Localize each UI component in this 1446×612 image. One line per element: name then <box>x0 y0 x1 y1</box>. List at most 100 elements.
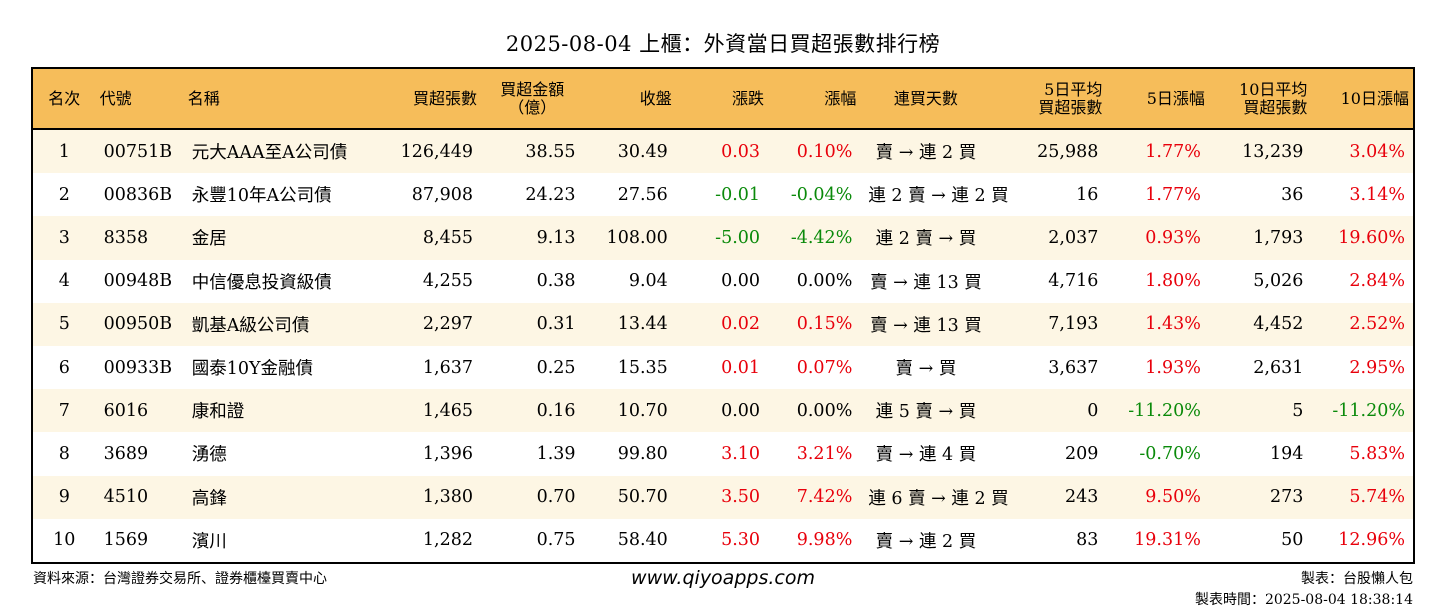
cell-buy-amount: 0.31 <box>481 302 584 346</box>
cell-streak: 連 2 賣 → 連 2 買 <box>860 173 1009 217</box>
cell-pct10: 3.04% <box>1311 129 1414 174</box>
cell-close: 108.00 <box>583 216 676 260</box>
cell-buy-amount: 9.13 <box>481 216 584 260</box>
cell-pct5: 1.93% <box>1106 345 1209 390</box>
cell-code: 00836B <box>95 173 184 217</box>
cell-change: 0.01 <box>675 345 769 390</box>
header-avg10: 10日平均 買超張數 <box>1208 68 1312 130</box>
header-avg5-line2: 買超張數 <box>1038 97 1103 117</box>
cell-close: 15.35 <box>583 345 676 390</box>
cell-rank: 6 <box>32 345 96 390</box>
page-title: 2025-08-04 上櫃：外資當日買超張數排行榜 <box>505 32 941 56</box>
cell-avg10: 4,452 <box>1208 302 1312 346</box>
cell-rank: 1 <box>32 129 96 174</box>
cell-avg5: 4,716 <box>991 259 1107 303</box>
cell-code: 4510 <box>95 475 184 519</box>
cell-streak: 賣 → 連 4 買 <box>860 432 992 476</box>
cell-buy-lots: 1,637 <box>388 345 482 390</box>
cell-buy-amount: 0.75 <box>481 518 584 563</box>
cell-buy-lots: 126,449 <box>388 129 482 174</box>
cell-change-pct: 0.07% <box>768 345 861 390</box>
header-pct5: 5日漲幅 <box>1106 68 1209 130</box>
cell-streak: 賣 → 連 13 買 <box>860 259 992 303</box>
cell-pct10: 5.83% <box>1311 432 1414 476</box>
cell-rank: 4 <box>32 259 96 303</box>
cell-buy-lots: 87,908 <box>388 173 482 217</box>
cell-name: 凱基A級公司債 <box>183 302 389 346</box>
cell-rank: 8 <box>32 432 96 476</box>
cell-pct10: 19.60% <box>1311 216 1414 260</box>
cell-avg10: 5,026 <box>1208 259 1312 303</box>
cell-code: 8358 <box>95 216 184 260</box>
cell-buy-lots: 2,297 <box>388 302 482 346</box>
header-avg10-line2: 買超張數 <box>1243 97 1308 117</box>
header-buy-amount: 買超金額 （億） <box>481 68 584 130</box>
cell-streak: 賣 → 連 13 買 <box>860 302 992 346</box>
cell-change: 0.00 <box>675 259 769 303</box>
table-row: 1 00751B 元大AAA至A公司債 126,449 38.55 30.49 0.03 0.… <box>32 129 1414 174</box>
cell-change: 0.03 <box>675 129 769 174</box>
cell-avg5: 3,637 <box>991 345 1107 390</box>
cell-name: 中信優息投資級債 <box>183 259 389 303</box>
cell-buy-lots: 1,282 <box>388 518 482 563</box>
table-row: 3 8358 金居 8,455 9.13 108.00 -5.00 -4.42% 連 2 賣 →… <box>32 216 1414 260</box>
cell-name: 元大AAA至A公司債 <box>183 129 389 174</box>
cell-avg10: 194 <box>1208 432 1312 476</box>
cell-close: 9.04 <box>583 259 676 303</box>
cell-streak: 賣 → 買 <box>860 345 992 390</box>
cell-code: 00933B <box>95 345 184 390</box>
cell-name: 湧德 <box>183 432 389 476</box>
cell-pct10: 12.96% <box>1311 518 1414 563</box>
cell-avg10: 50 <box>1208 518 1312 563</box>
cell-rank: 10 <box>32 518 96 563</box>
data-source: 資料來源：台灣證券交易所、證券櫃檯買賣中心 <box>33 571 327 587</box>
cell-streak: 賣 → 連 2 買 <box>860 518 992 563</box>
table-body: 1 00751B 元大AAA至A公司債 126,449 38.55 30.49 0.03 0.… <box>32 129 1414 563</box>
cell-change: 3.50 <box>675 475 769 519</box>
cell-change: 0.02 <box>675 302 769 346</box>
header-rank: 名次 <box>32 68 96 130</box>
cell-rank: 3 <box>32 216 96 260</box>
cell-name: 高鋒 <box>183 475 389 519</box>
cell-buy-lots: 8,455 <box>388 216 482 260</box>
header-change-pct: 漲幅 <box>768 68 861 130</box>
cell-streak: 連 6 賣 → 連 2 買 <box>860 475 1009 519</box>
cell-change: 5.30 <box>675 518 769 563</box>
table-made-time: 製表時間：2025-08-04 18:38:14 <box>1194 592 1413 608</box>
table-row: 6 00933B 國泰10Y金融債 1,637 0.25 15.35 0.01 0.07% 賣 … <box>32 345 1414 390</box>
cell-close: 13.44 <box>583 302 676 346</box>
table-row: 9 4510 高鋒 1,380 0.70 50.70 3.50 7.42% 連 6 賣 → 連 … <box>32 475 1414 519</box>
cell-change: 3.10 <box>675 432 769 476</box>
website-link[interactable]: www.qiyoapps.com <box>631 567 815 589</box>
cell-avg10: 1,793 <box>1208 216 1312 260</box>
cell-avg5: 83 <box>991 518 1107 563</box>
cell-close: 99.80 <box>583 432 676 476</box>
cell-code: 00751B <box>95 129 184 174</box>
cell-name: 金居 <box>183 216 389 260</box>
table-row: 5 00950B 凱基A級公司債 2,297 0.31 13.44 0.02 0.15% 賣 →… <box>32 302 1414 346</box>
cell-change-pct: 0.10% <box>768 129 861 174</box>
header-buy-amount-line1: 買超金額 <box>500 79 565 99</box>
cell-pct5: 1.77% <box>1106 173 1209 217</box>
cell-buy-lots: 4,255 <box>388 259 482 303</box>
table-maker: 製表：台股懶人包 <box>1301 571 1413 587</box>
cell-code: 3689 <box>95 432 184 476</box>
header-avg5-line1: 5日平均 <box>1044 79 1103 99</box>
cell-avg5: 243 <box>991 475 1107 519</box>
header-streak: 連買天數 <box>860 68 992 130</box>
cell-change-pct: 9.98% <box>768 518 861 563</box>
cell-change-pct: 0.15% <box>768 302 861 346</box>
cell-streak: 賣 → 連 2 買 <box>860 129 992 174</box>
cell-name: 國泰10Y金融債 <box>183 345 389 390</box>
cell-streak: 連 5 賣 → 買 <box>860 389 992 433</box>
cell-pct10: -11.20% <box>1311 389 1414 433</box>
cell-avg10: 273 <box>1208 475 1312 519</box>
cell-avg5: 0 <box>991 389 1107 433</box>
cell-pct5: 1.77% <box>1106 129 1209 174</box>
cell-rank: 9 <box>32 475 96 519</box>
cell-code: 1569 <box>95 518 184 563</box>
cell-close: 30.49 <box>583 129 676 174</box>
cell-close: 10.70 <box>583 389 676 433</box>
header-avg10-line1: 10日平均 <box>1239 79 1308 99</box>
